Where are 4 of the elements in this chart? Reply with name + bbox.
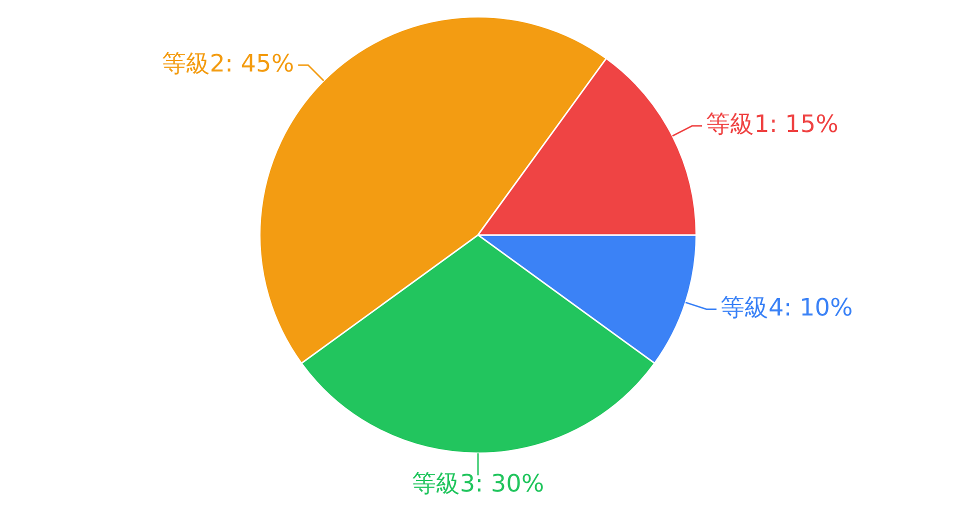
- slice-label: 等級1: 15%: [706, 110, 838, 138]
- slice-label: 等級2: 45%: [162, 49, 294, 78]
- slice-label: 等級3: 30%: [412, 469, 544, 498]
- slice-label: 等級4: 10%: [720, 293, 853, 322]
